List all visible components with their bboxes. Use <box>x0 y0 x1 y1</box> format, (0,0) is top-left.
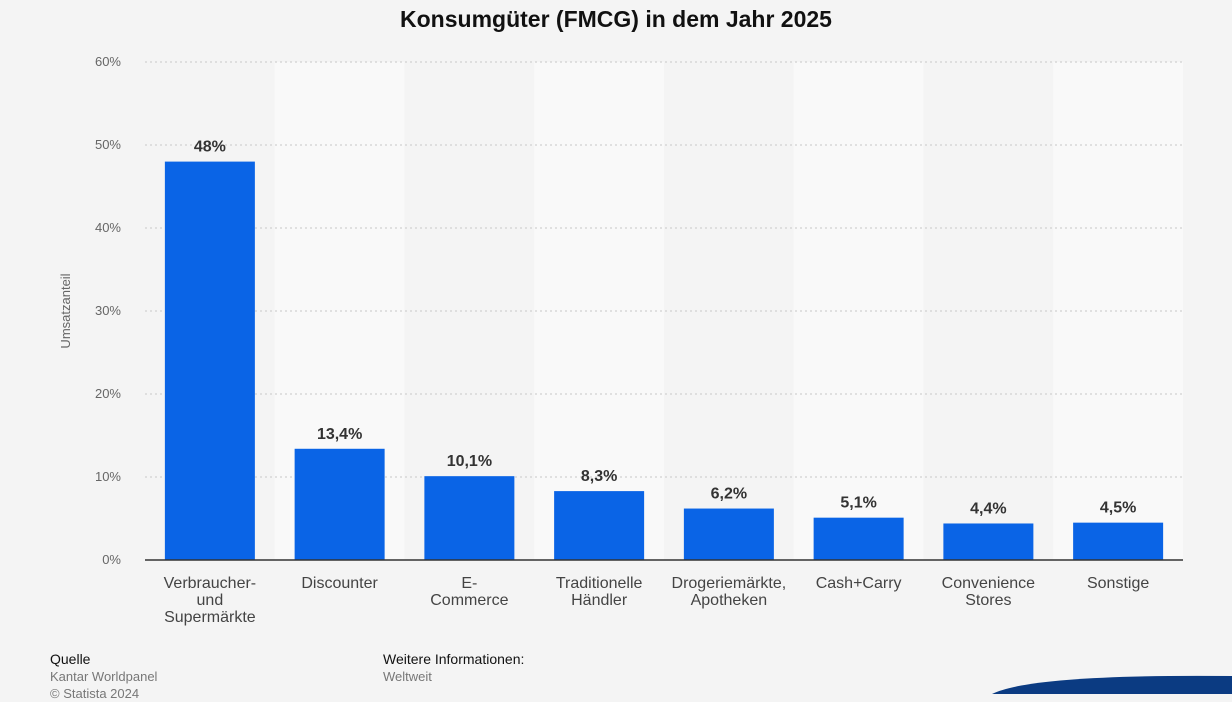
category-label-line: Commerce <box>430 592 508 609</box>
info-line: Weltweit <box>383 669 432 684</box>
y-tick-label: 0% <box>102 552 121 567</box>
corner-swoosh <box>992 675 1232 694</box>
info-heading: Weitere Informationen: <box>383 651 525 667</box>
y-tick-labels: 0% 10% 20% 30% 40% 50% 60% <box>95 54 121 567</box>
category-label-line: Traditionelle <box>556 575 643 592</box>
y-tick-label: 20% <box>95 386 121 401</box>
data-labels: 48% 13,4% 10,1% 8,3% 6,2% 5,1% 4,4% 4,5% <box>194 139 1137 518</box>
source-line: Kantar Worldpanel <box>50 669 158 684</box>
bar <box>1073 522 1164 560</box>
data-label: 4,4% <box>970 500 1006 517</box>
data-label: 48% <box>194 139 226 156</box>
category-label: Verbraucher-und Supermärkte <box>164 575 257 626</box>
category-label-line: Stores <box>965 592 1011 609</box>
category-label-line: Apotheken <box>691 592 768 609</box>
footer-source: Quelle Kantar Worldpanel © Statista 2024 <box>50 651 157 702</box>
category-label-line: und <box>197 592 224 609</box>
category-label: Convenience Stores <box>942 575 1036 609</box>
bar <box>813 517 904 560</box>
bar <box>554 491 645 560</box>
data-label: 4,5% <box>1100 500 1136 517</box>
category-label-line: Verbraucher- <box>164 575 257 592</box>
data-label: 13,4% <box>317 426 362 443</box>
y-tick-label: 10% <box>95 469 121 484</box>
category-label: Drogeriemärkte, Apotheken <box>672 575 787 609</box>
category-label-line: Cash+Carry <box>816 575 902 592</box>
bar <box>164 161 255 560</box>
chart-title: Konsumgüter (FMCG) in dem Jahr 2025 <box>400 6 832 32</box>
bars <box>164 161 1164 560</box>
column-band <box>534 62 664 560</box>
bar <box>683 508 774 560</box>
category-label-line: Drogeriemärkte, <box>672 575 787 592</box>
category-label: Traditionelle Händler <box>556 575 643 609</box>
category-label: Discounter <box>301 575 378 592</box>
category-label-line: Supermärkte <box>164 609 256 626</box>
category-label: Cash+Carry <box>816 575 902 592</box>
footer-info: Weitere Informationen: Weltweit <box>383 651 524 685</box>
data-label: 6,2% <box>711 486 747 503</box>
column-band <box>793 62 924 560</box>
source-heading: Quelle <box>50 651 91 667</box>
category-label: E-Commerce <box>430 575 508 609</box>
y-tick-label: 50% <box>95 137 121 152</box>
data-label: 8,3% <box>581 468 617 485</box>
data-label: 10,1% <box>447 453 492 470</box>
y-tick-label: 40% <box>95 220 121 235</box>
category-label: Sonstige <box>1087 575 1149 592</box>
category-label-line: Händler <box>571 592 628 609</box>
bar <box>424 476 515 560</box>
category-label-line: Convenience <box>942 575 1036 592</box>
bar <box>294 448 385 560</box>
gridlines <box>145 61 1183 478</box>
y-tick-label: 30% <box>95 303 121 318</box>
data-label: 5,1% <box>840 495 876 512</box>
y-tick-label: 60% <box>95 54 121 69</box>
y-axis-label: Umsatzanteil <box>58 273 73 348</box>
category-label-line: E- <box>461 575 477 592</box>
bar <box>943 523 1034 560</box>
category-label-line: Discounter <box>301 575 378 592</box>
category-label-line: Sonstige <box>1087 575 1149 592</box>
column-band <box>1053 62 1183 560</box>
